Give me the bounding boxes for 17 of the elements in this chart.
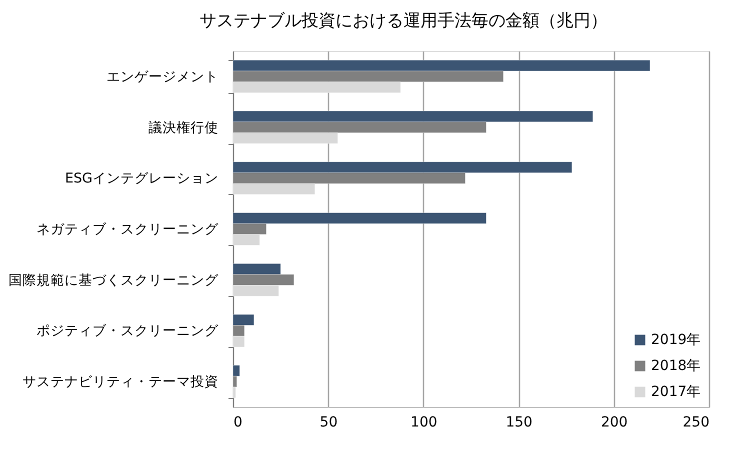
- x-tick-label: 100: [410, 414, 438, 430]
- y-tick-label: エンゲージメント: [106, 68, 218, 85]
- x-tick-label: 0: [234, 414, 242, 430]
- chart-title: サステナブル投資における運用手法毎の金額（兆円）: [200, 11, 608, 31]
- x-tick-label: 150: [506, 414, 532, 430]
- y-tick-label: サステナビリティ・テーマ投資: [22, 374, 218, 390]
- x-tick-label: 200: [600, 414, 628, 430]
- x-tick-label: 50: [320, 414, 338, 430]
- y-tick-label: 国際規範に基づくスクリーニング: [8, 272, 220, 288]
- legend-label: 2019年: [651, 332, 701, 348]
- x-tick-label: 250: [682, 414, 710, 430]
- legend-label: 2018年: [651, 358, 701, 374]
- y-tick-label: ポジティブ・スクリーニング: [36, 323, 220, 340]
- y-tick-label: 議決権行使: [148, 120, 218, 136]
- y-tick-label: ネガティブ・スクリーニング: [36, 222, 220, 238]
- y-tick-label: ESGインテグレーション: [64, 170, 218, 187]
- legend-label: 2017年: [651, 384, 701, 400]
